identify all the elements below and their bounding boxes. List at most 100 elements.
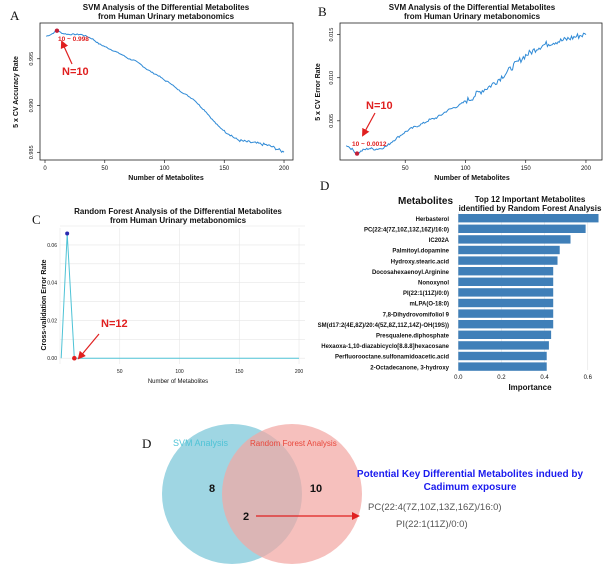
panel-c-x-label: Number of Metabolites (148, 379, 208, 385)
panel-d-bar (458, 362, 547, 371)
panel-d-bar (458, 235, 571, 244)
panel-c-series-line (60, 233, 299, 359)
panel-c-title-line2: from Human Urinary metabonomics (110, 216, 247, 225)
panel-c-grid (59, 225, 305, 364)
panel-a-x-tick-label: 100 (160, 166, 171, 172)
panel-c-y-label: Cross-validation Error Rate (41, 259, 48, 350)
panel-b-plot-frame (339, 22, 603, 161)
panel-b-series-line (345, 32, 587, 156)
panel-c-arrow (77, 333, 100, 360)
panel-a-annotation: 10 ~ 0.998 (58, 36, 89, 43)
panel-b-annotation: 10 ~ 0.0012 (352, 141, 387, 148)
panel-c: C Random Forest Analysis of the Differen… (32, 207, 305, 385)
panel-c-letter: C (32, 212, 41, 227)
panel-d-bar (458, 267, 554, 276)
panel-a-title-line2: from Human Urinary metabonomics (98, 12, 235, 21)
panel-d-category-label: 7,8-Dihydrovomifoliol 9 (383, 312, 450, 318)
panel-c-y-tick-label: 0.04 (47, 281, 57, 287)
panel-b-x-tick-label: 150 (521, 166, 532, 172)
panel-a-y-tick-label: 0.990 (29, 99, 35, 113)
panel-d-x-label: Importance (508, 383, 552, 392)
panel-a-x-ticks: 0 50 100 150 200 (43, 160, 290, 172)
panel-d-letter: D (320, 178, 329, 193)
panel-d-category-label: Perfluorooctane.sulfonamidoacetic.acid (335, 355, 449, 361)
panel-d-heading: Metabolites (398, 196, 453, 207)
panel-b-x-ticks: 50 100 150 200 (402, 160, 592, 172)
panel-d-category-label: Palmitoyl.dopamine (392, 249, 449, 255)
panel-d-x-ticks: 0.0 0.2 0.4 0.6 (454, 375, 592, 381)
panel-b-letter: B (318, 4, 327, 19)
panel-d-category-label: Presqualene.diphosphate (376, 334, 450, 340)
panel-b: B SVM Analysis of the Differential Metab… (315, 3, 603, 182)
panel-d-bar (458, 277, 554, 286)
panel-a-y-tick-label: 0.995 (29, 52, 35, 66)
panel-b-y-tick-label: 0.015 (329, 28, 335, 42)
panel-c-y-tick-label: 0.02 (47, 318, 57, 324)
venn-circle-random-forest (222, 424, 362, 564)
panel-d-bar (458, 320, 554, 329)
venn-label-random-forest: Random Forest Analysis (250, 439, 337, 448)
panel-d-x-tick-label: 0.4 (540, 375, 549, 381)
venn-label-svm: SVM Analysis (173, 438, 229, 448)
panel-b-title-line2: from Human Urinary metabonomics (404, 12, 541, 21)
panel-c-x-tick-label: 150 (235, 369, 244, 375)
panel-b-x-tick-label: 200 (581, 166, 592, 172)
panel-d-category-label: mLPA(O-18:0) (409, 302, 449, 308)
panel-d-bar (458, 330, 552, 339)
panel-d-category-label: Herbasterol (416, 217, 450, 223)
panel-d-category-label: PC(22:4(7Z,10Z,13Z,16Z)/16:0) (364, 228, 449, 234)
panel-d-category-label: Docosahexaenoyl.Arginine (372, 270, 450, 276)
panel-d-bar (458, 351, 547, 361)
panel-a-x-label: Number of Metabolites (128, 175, 204, 182)
panel-b-y-tick-label: 0.005 (329, 114, 335, 128)
panel-d-x-tick-label: 0.6 (584, 375, 593, 381)
panel-d: D Metabolites Top 12 Important Metabolit… (318, 178, 602, 392)
panel-b-x-label: Number of Metabolites (434, 175, 510, 182)
panel-d-category-labels: Herbasterol PC(22:4(7Z,10Z,13Z,16Z)/16:0)… (318, 217, 450, 371)
panel-c-y-tick-label: 0.06 (47, 243, 57, 249)
panel-a-letter: A (10, 8, 20, 23)
panel-d-bars (458, 214, 599, 371)
venn-letter: D (142, 436, 151, 451)
panel-a-n-label: N=10 (62, 66, 89, 78)
panel-c-selected-point (72, 355, 77, 361)
venn-count-overlap: 2 (243, 511, 249, 523)
panel-d-bar (458, 214, 599, 223)
panel-a-series-line (46, 30, 285, 153)
panel-a-arrow (60, 40, 73, 65)
panel-d-bar (458, 288, 554, 297)
panel-d-bar (458, 224, 586, 233)
panel-c-x-tick-label: 200 (295, 369, 304, 375)
panel-a-x-tick-label: 200 (279, 166, 290, 172)
panel-d-category-label: Hexaoxa-1,10-diazabicyclo[8.8.8]hexacosa… (321, 344, 449, 350)
panel-d-x-tick-label: 0.0 (454, 375, 463, 381)
panel-d-bar (458, 298, 554, 308)
panel-c-peak-point (65, 231, 70, 236)
panel-a-title-line1: SVM Analysis of the Differential Metabol… (83, 3, 250, 12)
panel-c-y-ticks: 0.00 0.02 0.04 0.06 (47, 243, 57, 362)
panel-b-x-tick-label: 100 (460, 166, 471, 172)
panel-b-y-ticks: 0.005 0.010 0.015 (329, 28, 340, 128)
panel-c-title-line1: Random Forest Analysis of the Differenti… (74, 207, 282, 216)
panel-d-bar (458, 245, 560, 255)
venn-count-svm-only: 8 (209, 483, 215, 495)
panel-d-category-label: Hydroxy.stearic.acid (391, 259, 450, 265)
panel-b-n-label: N=10 (366, 100, 393, 112)
venn-count-rf-only: 10 (310, 483, 322, 495)
panel-a-y-label: 5 x CV Accuracy Rate (13, 56, 20, 128)
panel-b-highlight-point (354, 151, 360, 156)
panel-d-category-label: PI(22:1(11Z)/0:0) (403, 291, 449, 297)
panel-d-bar (458, 309, 554, 318)
panel-d-category-label: Nonoxynol (418, 281, 449, 287)
venn-panel: D SVM Analysis Random Forest Analysis 8 … (142, 424, 584, 564)
panel-a: A SVM Analysis of the Differential Metab… (10, 3, 294, 182)
panel-b-y-tick-label: 0.010 (329, 71, 335, 85)
panel-c-x-ticks: 50 100 150 200 (117, 369, 303, 375)
panel-d-category-label: 2-Octadecanone, 3-hydroxy (370, 365, 449, 371)
panel-b-x-tick-label: 50 (402, 166, 409, 172)
panel-b-title-line1: SVM Analysis of the Differential Metabol… (389, 3, 556, 12)
panel-c-y-tick-label: 0.00 (47, 356, 57, 362)
venn-key-item-2: PI(22:1(11Z)/0:0) (396, 519, 468, 530)
panel-d-x-tick-label: 0.2 (497, 375, 506, 381)
